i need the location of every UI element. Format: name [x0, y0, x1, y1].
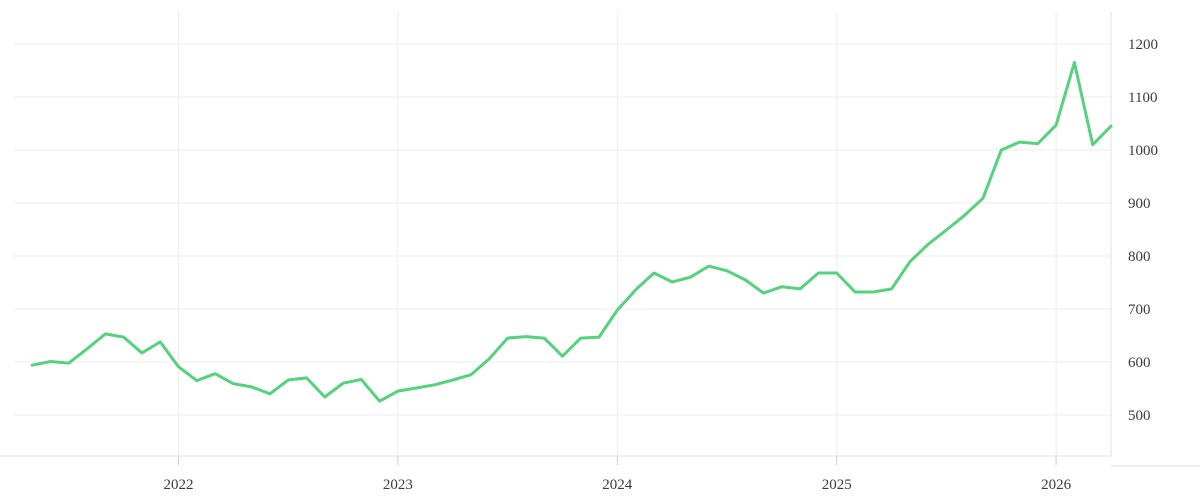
x-gridlines-group: [178, 12, 1057, 456]
x-axis-tick-label: 2024: [602, 477, 633, 493]
y-axis-tick-label: 500: [1128, 408, 1151, 424]
y-axis-tick-label: 1100: [1128, 90, 1157, 106]
x-axis-tick-label: 2025: [822, 477, 852, 493]
y-axis-tick-label: 1000: [1128, 143, 1158, 159]
y-gridlines-group: [14, 43, 1111, 416]
x-axis-labels-group: 2022 2023 2024 2025 2026: [164, 456, 1072, 493]
y-axis-tick-label: 800: [1128, 249, 1151, 265]
y-axis-tick-label: 900: [1128, 196, 1151, 212]
price-series-line: [30, 61, 1113, 403]
y-axis-labels-group: 500 600 700 800 900 1000 1100 1200: [1128, 37, 1158, 424]
x-axis-tick-label: 2022: [164, 477, 194, 493]
x-axis-tick-label: 2026: [1041, 477, 1072, 493]
y-axis-tick-label: 1200: [1128, 37, 1158, 53]
x-axis-tick-label: 2023: [383, 477, 413, 493]
y-axis-tick-label: 700: [1128, 302, 1151, 318]
y-axis-tick-label: 600: [1128, 355, 1151, 371]
